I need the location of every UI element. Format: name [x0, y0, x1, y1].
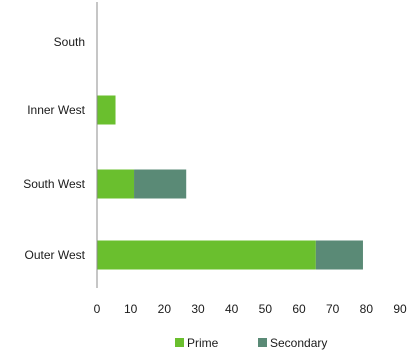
- x-tick-label: 0: [94, 302, 101, 316]
- category-label: South: [54, 35, 85, 49]
- x-tick-label: 70: [326, 302, 340, 316]
- legend-swatch-prime: [175, 338, 184, 347]
- category-label: Outer West: [25, 248, 86, 262]
- legend-label-prime: Prime: [187, 336, 219, 350]
- legend-label-secondary: Secondary: [270, 336, 327, 350]
- bar-secondary-outer-west: [315, 240, 363, 270]
- bars-layer: [97, 95, 363, 270]
- x-tick-label: 50: [259, 302, 273, 316]
- x-tick-label: 40: [225, 302, 239, 316]
- x-tick-label: 10: [124, 302, 138, 316]
- legend-swatch-secondary: [258, 338, 267, 347]
- legend: Prime Secondary: [175, 336, 327, 350]
- x-tick-label: 60: [292, 302, 306, 316]
- x-tick-label: 20: [158, 302, 172, 316]
- bar-prime-outer-west: [97, 240, 316, 270]
- x-tick-labels: 0 10 20 30 40 50 60 70 80 90: [94, 302, 407, 316]
- category-label: Inner West: [27, 103, 85, 117]
- bar-prime-south-west: [97, 169, 135, 199]
- bar-secondary-south-west: [134, 169, 187, 199]
- x-tick-label: 80: [360, 302, 374, 316]
- category-labels: South Inner West South West Outer West: [23, 35, 85, 262]
- x-tick-label: 30: [191, 302, 205, 316]
- x-tick-label: 90: [393, 302, 407, 316]
- category-label: South West: [23, 177, 85, 191]
- bar-prime-inner-west: [97, 95, 116, 125]
